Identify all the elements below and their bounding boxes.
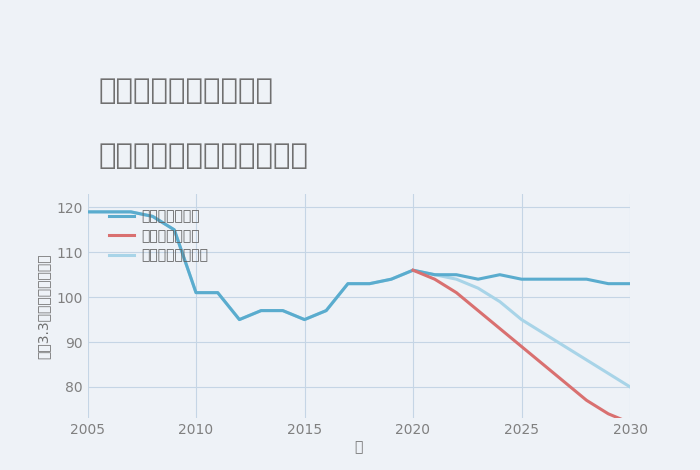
グッドシナリオ bbox=[127, 209, 135, 215]
ノーマルシナリオ bbox=[474, 285, 482, 291]
グッドシナリオ bbox=[235, 317, 244, 322]
グッドシナリオ bbox=[192, 290, 200, 296]
グッドシナリオ bbox=[474, 276, 482, 282]
ノーマルシナリオ bbox=[604, 371, 612, 376]
バッドシナリオ bbox=[582, 398, 591, 403]
ノーマルシナリオ bbox=[127, 209, 135, 215]
Text: 中古マンションの価格推移: 中古マンションの価格推移 bbox=[98, 141, 309, 170]
ノーマルシナリオ bbox=[83, 209, 92, 215]
バッドシナリオ bbox=[409, 267, 417, 273]
グッドシナリオ bbox=[430, 272, 439, 277]
グッドシナリオ bbox=[300, 317, 309, 322]
Legend: グッドシナリオ, バッドシナリオ, ノーマルシナリオ: グッドシナリオ, バッドシナリオ, ノーマルシナリオ bbox=[105, 205, 213, 267]
グッドシナリオ bbox=[561, 276, 569, 282]
バッドシナリオ bbox=[604, 411, 612, 416]
バッドシナリオ bbox=[517, 344, 526, 349]
グッドシナリオ bbox=[214, 290, 222, 296]
ノーマルシナリオ bbox=[387, 276, 395, 282]
グッドシナリオ bbox=[365, 281, 374, 287]
Line: ノーマルシナリオ: ノーマルシナリオ bbox=[88, 212, 630, 387]
グッドシナリオ bbox=[257, 308, 265, 313]
グッドシナリオ bbox=[604, 281, 612, 287]
ノーマルシナリオ bbox=[214, 290, 222, 296]
ノーマルシナリオ bbox=[452, 276, 461, 282]
グッドシナリオ bbox=[83, 209, 92, 215]
バッドシナリオ bbox=[626, 420, 634, 426]
ノーマルシナリオ bbox=[626, 384, 634, 390]
ノーマルシナリオ bbox=[430, 272, 439, 277]
ノーマルシナリオ bbox=[192, 290, 200, 296]
グッドシナリオ bbox=[279, 308, 287, 313]
ノーマルシナリオ bbox=[300, 317, 309, 322]
バッドシナリオ bbox=[430, 276, 439, 282]
ノーマルシナリオ bbox=[539, 330, 547, 336]
グッドシナリオ bbox=[517, 276, 526, 282]
ノーマルシナリオ bbox=[582, 357, 591, 363]
Y-axis label: 平（3.3㎡）単価（万円）: 平（3.3㎡）単価（万円） bbox=[36, 253, 50, 359]
バッドシナリオ bbox=[474, 308, 482, 313]
バッドシナリオ bbox=[561, 380, 569, 385]
グッドシナリオ bbox=[322, 308, 330, 313]
Text: 奈良県橿原市古川町の: 奈良県橿原市古川町の bbox=[98, 77, 273, 105]
ノーマルシナリオ bbox=[170, 227, 178, 233]
グッドシナリオ bbox=[626, 281, 634, 287]
グッドシナリオ bbox=[539, 276, 547, 282]
ノーマルシナリオ bbox=[517, 317, 526, 322]
グッドシナリオ bbox=[170, 227, 178, 233]
Line: バッドシナリオ: バッドシナリオ bbox=[413, 270, 630, 423]
グッドシナリオ bbox=[409, 267, 417, 273]
ノーマルシナリオ bbox=[409, 267, 417, 273]
ノーマルシナリオ bbox=[561, 344, 569, 349]
ノーマルシナリオ bbox=[257, 308, 265, 313]
グッドシナリオ bbox=[496, 272, 504, 277]
グッドシナリオ bbox=[148, 213, 157, 219]
ノーマルシナリオ bbox=[496, 299, 504, 305]
バッドシナリオ bbox=[496, 326, 504, 331]
ノーマルシナリオ bbox=[344, 281, 352, 287]
グッドシナリオ bbox=[582, 276, 591, 282]
Line: グッドシナリオ: グッドシナリオ bbox=[88, 212, 630, 320]
バッドシナリオ bbox=[452, 290, 461, 296]
X-axis label: 年: 年 bbox=[355, 440, 363, 454]
ノーマルシナリオ bbox=[235, 317, 244, 322]
ノーマルシナリオ bbox=[148, 213, 157, 219]
ノーマルシナリオ bbox=[279, 308, 287, 313]
グッドシナリオ bbox=[452, 272, 461, 277]
グッドシナリオ bbox=[387, 276, 395, 282]
ノーマルシナリオ bbox=[322, 308, 330, 313]
バッドシナリオ bbox=[539, 361, 547, 367]
グッドシナリオ bbox=[344, 281, 352, 287]
ノーマルシナリオ bbox=[365, 281, 374, 287]
